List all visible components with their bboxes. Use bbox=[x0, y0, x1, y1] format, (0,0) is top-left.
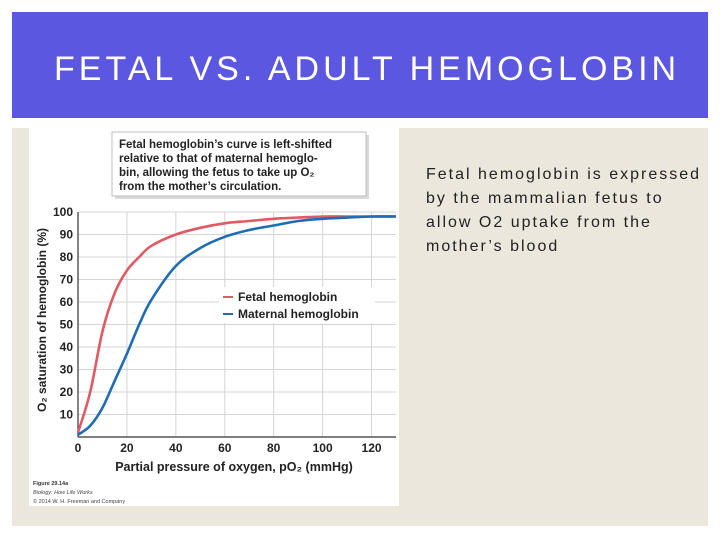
y-tick-label: 30 bbox=[60, 363, 74, 377]
x-tick-label: 60 bbox=[218, 441, 232, 455]
x-tick-label: 80 bbox=[267, 441, 281, 455]
figure-credit-line: Figure 29.14a bbox=[33, 481, 69, 487]
legend-label-maternal: Maternal hemoglobin bbox=[238, 307, 359, 321]
legend-box bbox=[219, 287, 375, 323]
callout-line: from the mother’s circulation. bbox=[119, 181, 281, 193]
x-tick-label: 20 bbox=[120, 441, 134, 455]
title-bar: FETAL VS. ADULT HEMOGLOBIN bbox=[12, 12, 708, 118]
slide-title: FETAL VS. ADULT HEMOGLOBIN bbox=[54, 50, 681, 88]
y-tick-label: 50 bbox=[60, 318, 74, 332]
figure-credit-line: © 2014 W. H. Freeman and Company bbox=[33, 498, 125, 505]
y-tick-label: 70 bbox=[60, 273, 74, 287]
callout-line: relative to that of maternal hemoglo- bbox=[119, 153, 318, 165]
y-tick-label: 10 bbox=[60, 408, 74, 422]
x-tick-label: 0 bbox=[75, 441, 82, 455]
x-tick-label: 100 bbox=[313, 441, 333, 455]
y-tick-label: 80 bbox=[60, 250, 74, 264]
figure-credit-line: Biology: How Life Works bbox=[33, 490, 93, 496]
fetal-hemoglobin-curve bbox=[76, 215, 396, 433]
callout-line: bin, allowing the fetus to take up O₂ bbox=[119, 167, 315, 179]
callout: Fetal hemoglobin’s curve is left-shifted… bbox=[111, 131, 369, 199]
x-axis-label: Partial pressure of oxygen, pO₂ (mmHg) bbox=[115, 460, 353, 474]
legend: Fetal hemoglobin Maternal hemoglobin bbox=[219, 287, 375, 323]
y-tick-label: 60 bbox=[60, 295, 74, 309]
y-axis-label: O₂ saturation of hemoglobin (%) bbox=[35, 228, 49, 412]
y-tick-label: 20 bbox=[60, 385, 74, 399]
y-tick-label: 100 bbox=[53, 205, 73, 219]
y-tick-label: 40 bbox=[60, 340, 74, 354]
callout-box bbox=[111, 131, 367, 197]
x-tick-label: 40 bbox=[169, 441, 183, 455]
callout-line: Fetal hemoglobin’s curve is left-shifted bbox=[119, 139, 332, 151]
body-text: Fetal hemoglobin is expressed by the mam… bbox=[426, 166, 702, 255]
maternal-hemoglobin-curve bbox=[77, 215, 397, 436]
y-tick-label: 90 bbox=[60, 228, 74, 242]
legend-label-fetal: Fetal hemoglobin bbox=[238, 290, 337, 304]
x-tick-label: 120 bbox=[362, 441, 382, 455]
